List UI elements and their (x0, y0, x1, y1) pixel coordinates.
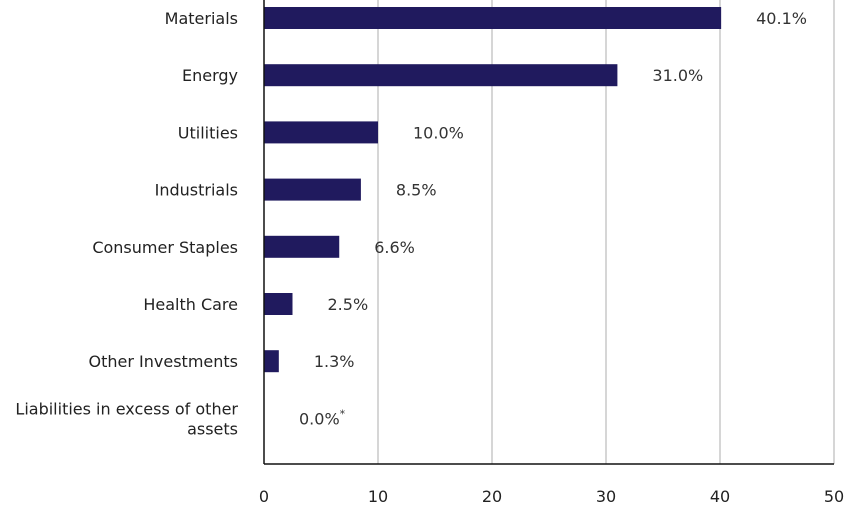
value-label: 8.5% (396, 181, 437, 200)
value-label: 2.5% (328, 295, 369, 314)
value-label: 40.1% (756, 9, 807, 28)
category-label: Consumer Staples (92, 238, 238, 257)
value-label: 10.0% (413, 123, 464, 142)
category-label: Materials (165, 9, 238, 28)
bar-energy (264, 64, 618, 87)
x-tick-label: 30 (596, 487, 616, 506)
category-label: Industrials (155, 181, 238, 200)
axes (263, 0, 834, 465)
value-label: 31.0% (652, 66, 703, 85)
footnote-mark: * (340, 407, 346, 420)
value-label: 0.0%* (299, 407, 346, 428)
bar-materials (264, 7, 722, 29)
bar-industrials (264, 178, 361, 201)
x-tick-labels: 0 10 20 30 40 50 (259, 487, 844, 506)
x-tick-label: 0 (259, 487, 269, 506)
bar-consumer-staples (264, 235, 340, 258)
bar-utilities (264, 121, 378, 144)
x-tick-label: 20 (482, 487, 502, 506)
x-tick-label: 40 (710, 487, 730, 506)
x-tick-label: 10 (368, 487, 388, 506)
value-labels: 40.1% 31.0% 10.0% 8.5% 6.6% 2.5% 1.3% 0.0%* (299, 9, 807, 428)
bar-health-care (264, 293, 293, 315)
x-tick-label: 50 (824, 487, 844, 506)
category-label: Liabilities in excess of other assets (15, 399, 238, 438)
category-label: Health Care (143, 295, 238, 314)
category-labels: Materials Energy Utilities Industrials Consu… (15, 9, 238, 438)
bar-other-investments (264, 350, 279, 373)
category-label: Other Investments (89, 352, 238, 371)
category-label: Energy (182, 66, 238, 85)
value-label: 6.6% (374, 238, 415, 257)
value-label: 1.3% (314, 352, 355, 371)
bars (264, 7, 722, 373)
category-label: Utilities (178, 123, 238, 142)
